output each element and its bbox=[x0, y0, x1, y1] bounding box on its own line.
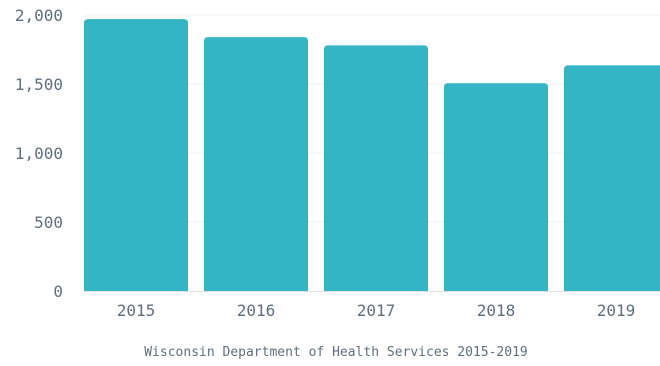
x-tick-label: 2016 bbox=[237, 301, 276, 320]
x-tick-label: 2015 bbox=[117, 301, 156, 320]
bar-2018 bbox=[444, 83, 548, 291]
y-tick-label: 500 bbox=[34, 213, 63, 232]
chart-caption: Wisconsin Department of Health Services … bbox=[144, 345, 528, 360]
x-tick-label: 2019 bbox=[597, 301, 636, 320]
bar-2016 bbox=[204, 37, 308, 291]
y-tick-label: 1,500 bbox=[15, 75, 63, 94]
y-tick-label: 1,000 bbox=[15, 144, 63, 163]
x-tick-label: 2018 bbox=[477, 301, 516, 320]
y-tick-label: 0 bbox=[53, 282, 63, 301]
bar-2015 bbox=[84, 19, 188, 291]
x-tick-label: 2017 bbox=[357, 301, 396, 320]
y-tick-label: 2,000 bbox=[15, 6, 63, 25]
bar-2017 bbox=[324, 45, 428, 291]
bar-2019 bbox=[564, 65, 660, 291]
